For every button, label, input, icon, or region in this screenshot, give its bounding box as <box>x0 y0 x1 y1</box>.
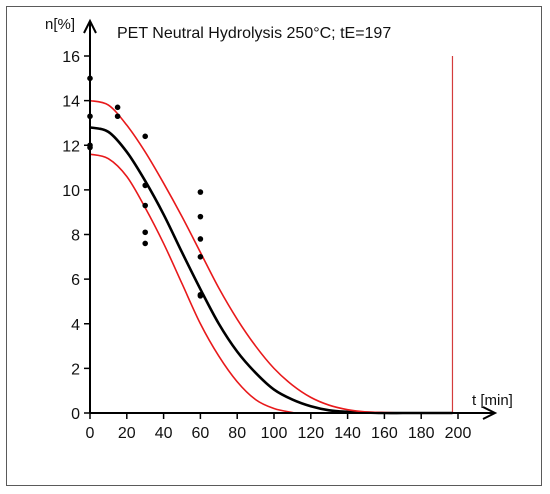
data-point <box>142 229 148 236</box>
fit-curve <box>89 126 453 415</box>
x-tick-label: 120 <box>297 425 324 442</box>
chart-title: PET Neutral Hydrolysis 250°C; tE=197 <box>117 25 391 42</box>
x-tick-label: 160 <box>371 425 398 442</box>
confidence-bound-curve <box>89 99 453 414</box>
data-point <box>197 254 204 260</box>
x-tick-label: 20 <box>118 425 136 442</box>
data-point <box>197 236 204 242</box>
confidence-bound-curve <box>89 153 297 414</box>
data-point <box>114 113 121 120</box>
x-tick-label: 180 <box>408 425 435 442</box>
data-point <box>142 182 148 189</box>
series-layer <box>87 75 453 415</box>
y-tick-label: 2 <box>71 361 80 378</box>
y-axis-title: n[%] <box>45 16 75 33</box>
x-tick-label: 140 <box>334 425 361 442</box>
data-point <box>142 133 148 140</box>
y-tick-label: 0 <box>71 406 80 423</box>
y-tick-label: 14 <box>62 94 80 111</box>
axis-layer: 0 20 40 60 80 100 120 140 160 180 200 0 2 4 6 8 10 12 14 16 <box>62 18 498 442</box>
x-tick-label: 0 <box>86 425 95 442</box>
y-tick-label: 8 <box>71 228 80 245</box>
x-tick-label: 100 <box>261 425 288 442</box>
y-tick-label: 10 <box>62 183 80 200</box>
chart-frame: PET Neutral Hydrolysis 250°C; tE=197 n[%… <box>6 6 542 486</box>
y-tick-label: 4 <box>71 317 80 334</box>
x-axis-title: t [min] <box>472 392 513 409</box>
x-tick-label: 80 <box>228 425 246 442</box>
data-point <box>197 293 204 299</box>
x-axis-arrow <box>482 406 498 420</box>
y-tick-label: 16 <box>62 49 80 66</box>
data-point <box>114 104 121 111</box>
x-tick-label: 200 <box>445 425 472 442</box>
chart-svg: PET Neutral Hydrolysis 250°C; tE=197 n[%… <box>45 16 513 442</box>
y-tick-label: 6 <box>71 272 80 289</box>
y-tick-label: 12 <box>62 138 80 155</box>
data-point <box>197 189 204 195</box>
data-point <box>197 213 204 220</box>
data-point <box>142 240 148 247</box>
x-tick-label: 40 <box>155 425 173 442</box>
data-point <box>142 202 148 209</box>
x-tick-label: 60 <box>192 425 210 442</box>
y-axis-arrow <box>83 18 97 34</box>
